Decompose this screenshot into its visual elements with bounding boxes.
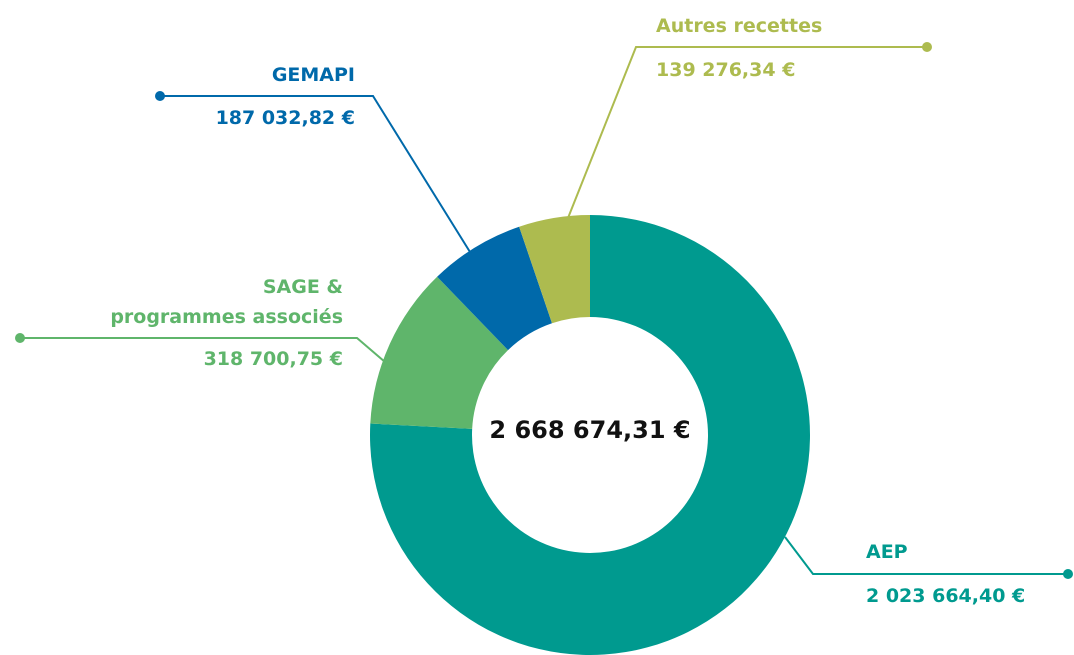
donut-slice <box>437 226 552 351</box>
leader-dot <box>15 333 25 343</box>
donut-slice <box>370 215 810 655</box>
category-label: SAGE & programmes associés <box>110 276 343 328</box>
value-label: 139 276,34 € <box>656 59 796 81</box>
category-label: GEMAPI <box>271 64 355 86</box>
category-label: AEP <box>866 541 908 563</box>
leader-line <box>567 46 927 219</box>
leader-dot <box>1063 569 1073 579</box>
leader-line <box>784 536 1068 575</box>
center-total: 2 668 674,31 € <box>489 416 691 444</box>
donut-slice <box>519 215 590 324</box>
leader-dot <box>922 42 932 52</box>
leader-line <box>20 337 386 363</box>
value-label: 2 023 664,40 € <box>866 585 1026 607</box>
donut-slice <box>370 276 509 429</box>
leader-dot <box>155 91 165 101</box>
category-label: Autres recettes <box>656 15 823 37</box>
value-label: 318 700,75 € <box>203 348 343 370</box>
leader-line <box>160 95 471 253</box>
value-label: 187 032,82 € <box>215 107 355 129</box>
